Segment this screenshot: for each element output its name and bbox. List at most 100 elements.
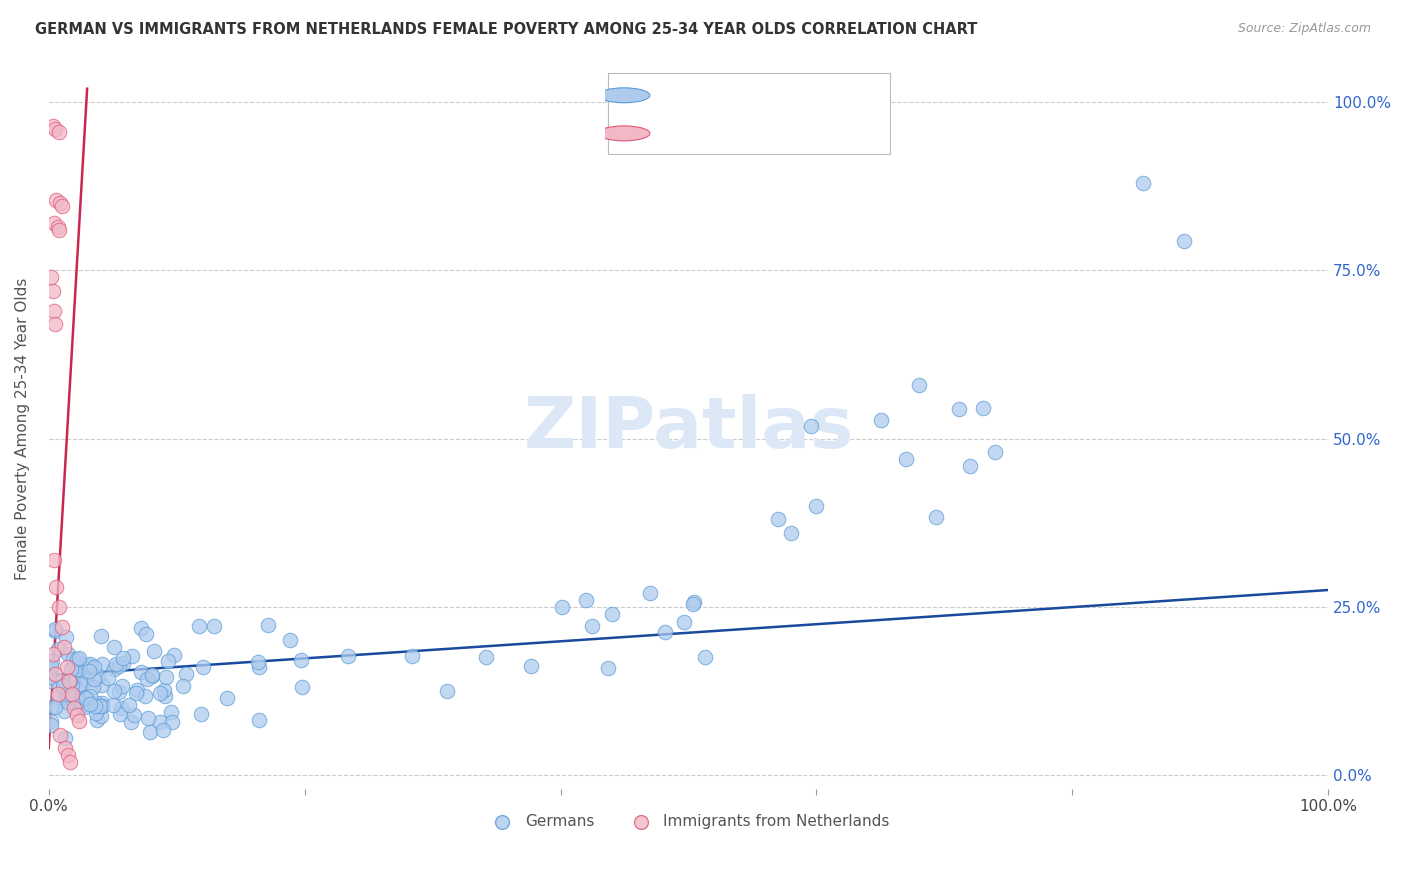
Point	[49, 728, 72, 742]
Point	[125, 683, 148, 698]
Point	[86, 713, 108, 727]
Point	[91, 678, 114, 692]
Text: ZIPatlas: ZIPatlas	[523, 394, 853, 463]
Point	[56, 687, 79, 701]
Point	[59, 674, 82, 689]
Point	[44, 700, 66, 714]
Point	[1173, 234, 1195, 248]
Point	[163, 648, 186, 662]
Point	[39, 662, 62, 676]
Point	[91, 657, 114, 672]
Point	[41, 659, 63, 673]
Point	[66, 707, 89, 722]
Point	[44, 122, 66, 136]
Point	[46, 219, 69, 234]
Point	[58, 648, 80, 662]
Point	[110, 706, 132, 721]
Point	[401, 649, 423, 664]
Point	[107, 685, 129, 699]
Point	[278, 633, 301, 648]
Point	[62, 688, 84, 702]
Point	[52, 680, 75, 694]
Point	[129, 665, 152, 680]
Point	[39, 270, 62, 285]
Point	[87, 669, 110, 683]
Point	[55, 692, 77, 706]
Point	[948, 402, 970, 417]
Point	[337, 649, 360, 664]
Point	[907, 377, 929, 392]
Point	[75, 690, 97, 705]
Point	[56, 747, 79, 762]
Point	[41, 647, 63, 661]
Point	[894, 451, 917, 466]
Point	[870, 413, 893, 427]
Point	[141, 668, 163, 682]
Point	[103, 640, 125, 654]
Point	[66, 691, 89, 706]
Legend: Germans, Immigrants from Netherlands: Germans, Immigrants from Netherlands	[481, 807, 896, 835]
Point	[806, 499, 828, 513]
Point	[69, 692, 91, 706]
Point	[190, 706, 212, 721]
Point	[62, 695, 84, 709]
Point	[62, 652, 84, 666]
Point	[79, 689, 101, 703]
Point	[60, 678, 83, 692]
Y-axis label: Female Poverty Among 25-34 Year Olds: Female Poverty Among 25-34 Year Olds	[15, 277, 30, 580]
Point	[58, 673, 80, 688]
Point	[695, 649, 717, 664]
Point	[79, 657, 101, 671]
Point	[153, 682, 176, 697]
Point	[39, 714, 62, 728]
Point	[149, 686, 172, 700]
Point	[45, 580, 67, 594]
Point	[56, 695, 79, 709]
Point	[67, 694, 90, 708]
Point	[90, 629, 112, 643]
Point	[152, 723, 174, 738]
Point	[153, 689, 176, 703]
Point	[683, 595, 706, 609]
Point	[436, 684, 458, 698]
Point	[48, 223, 70, 237]
Point	[91, 696, 114, 710]
Point	[59, 755, 82, 769]
Point	[519, 659, 541, 673]
Point	[139, 725, 162, 739]
Point	[83, 698, 105, 713]
Point	[141, 669, 163, 683]
Point	[160, 705, 183, 719]
Point	[44, 624, 66, 638]
Point	[63, 700, 86, 714]
Point	[70, 698, 93, 712]
Point	[600, 607, 623, 621]
Point	[53, 640, 76, 655]
Point	[91, 699, 114, 714]
Point	[44, 667, 66, 681]
Point	[110, 701, 132, 715]
Point	[42, 553, 65, 567]
Point	[202, 619, 225, 633]
Point	[62, 660, 84, 674]
Point	[188, 619, 211, 633]
Point	[654, 624, 676, 639]
Point	[41, 284, 63, 298]
Point	[959, 458, 981, 473]
Point	[672, 615, 695, 629]
Point	[75, 671, 97, 685]
Point	[104, 657, 127, 671]
Point	[76, 673, 98, 687]
Point	[41, 119, 63, 133]
Point	[121, 649, 143, 664]
Point	[70, 659, 93, 673]
Point	[41, 700, 63, 714]
Point	[135, 626, 157, 640]
Point	[1132, 176, 1154, 190]
Point	[77, 664, 100, 678]
Point	[111, 679, 134, 693]
Point	[48, 599, 70, 614]
Point	[59, 662, 82, 676]
Point	[60, 687, 83, 701]
Point	[73, 689, 96, 703]
